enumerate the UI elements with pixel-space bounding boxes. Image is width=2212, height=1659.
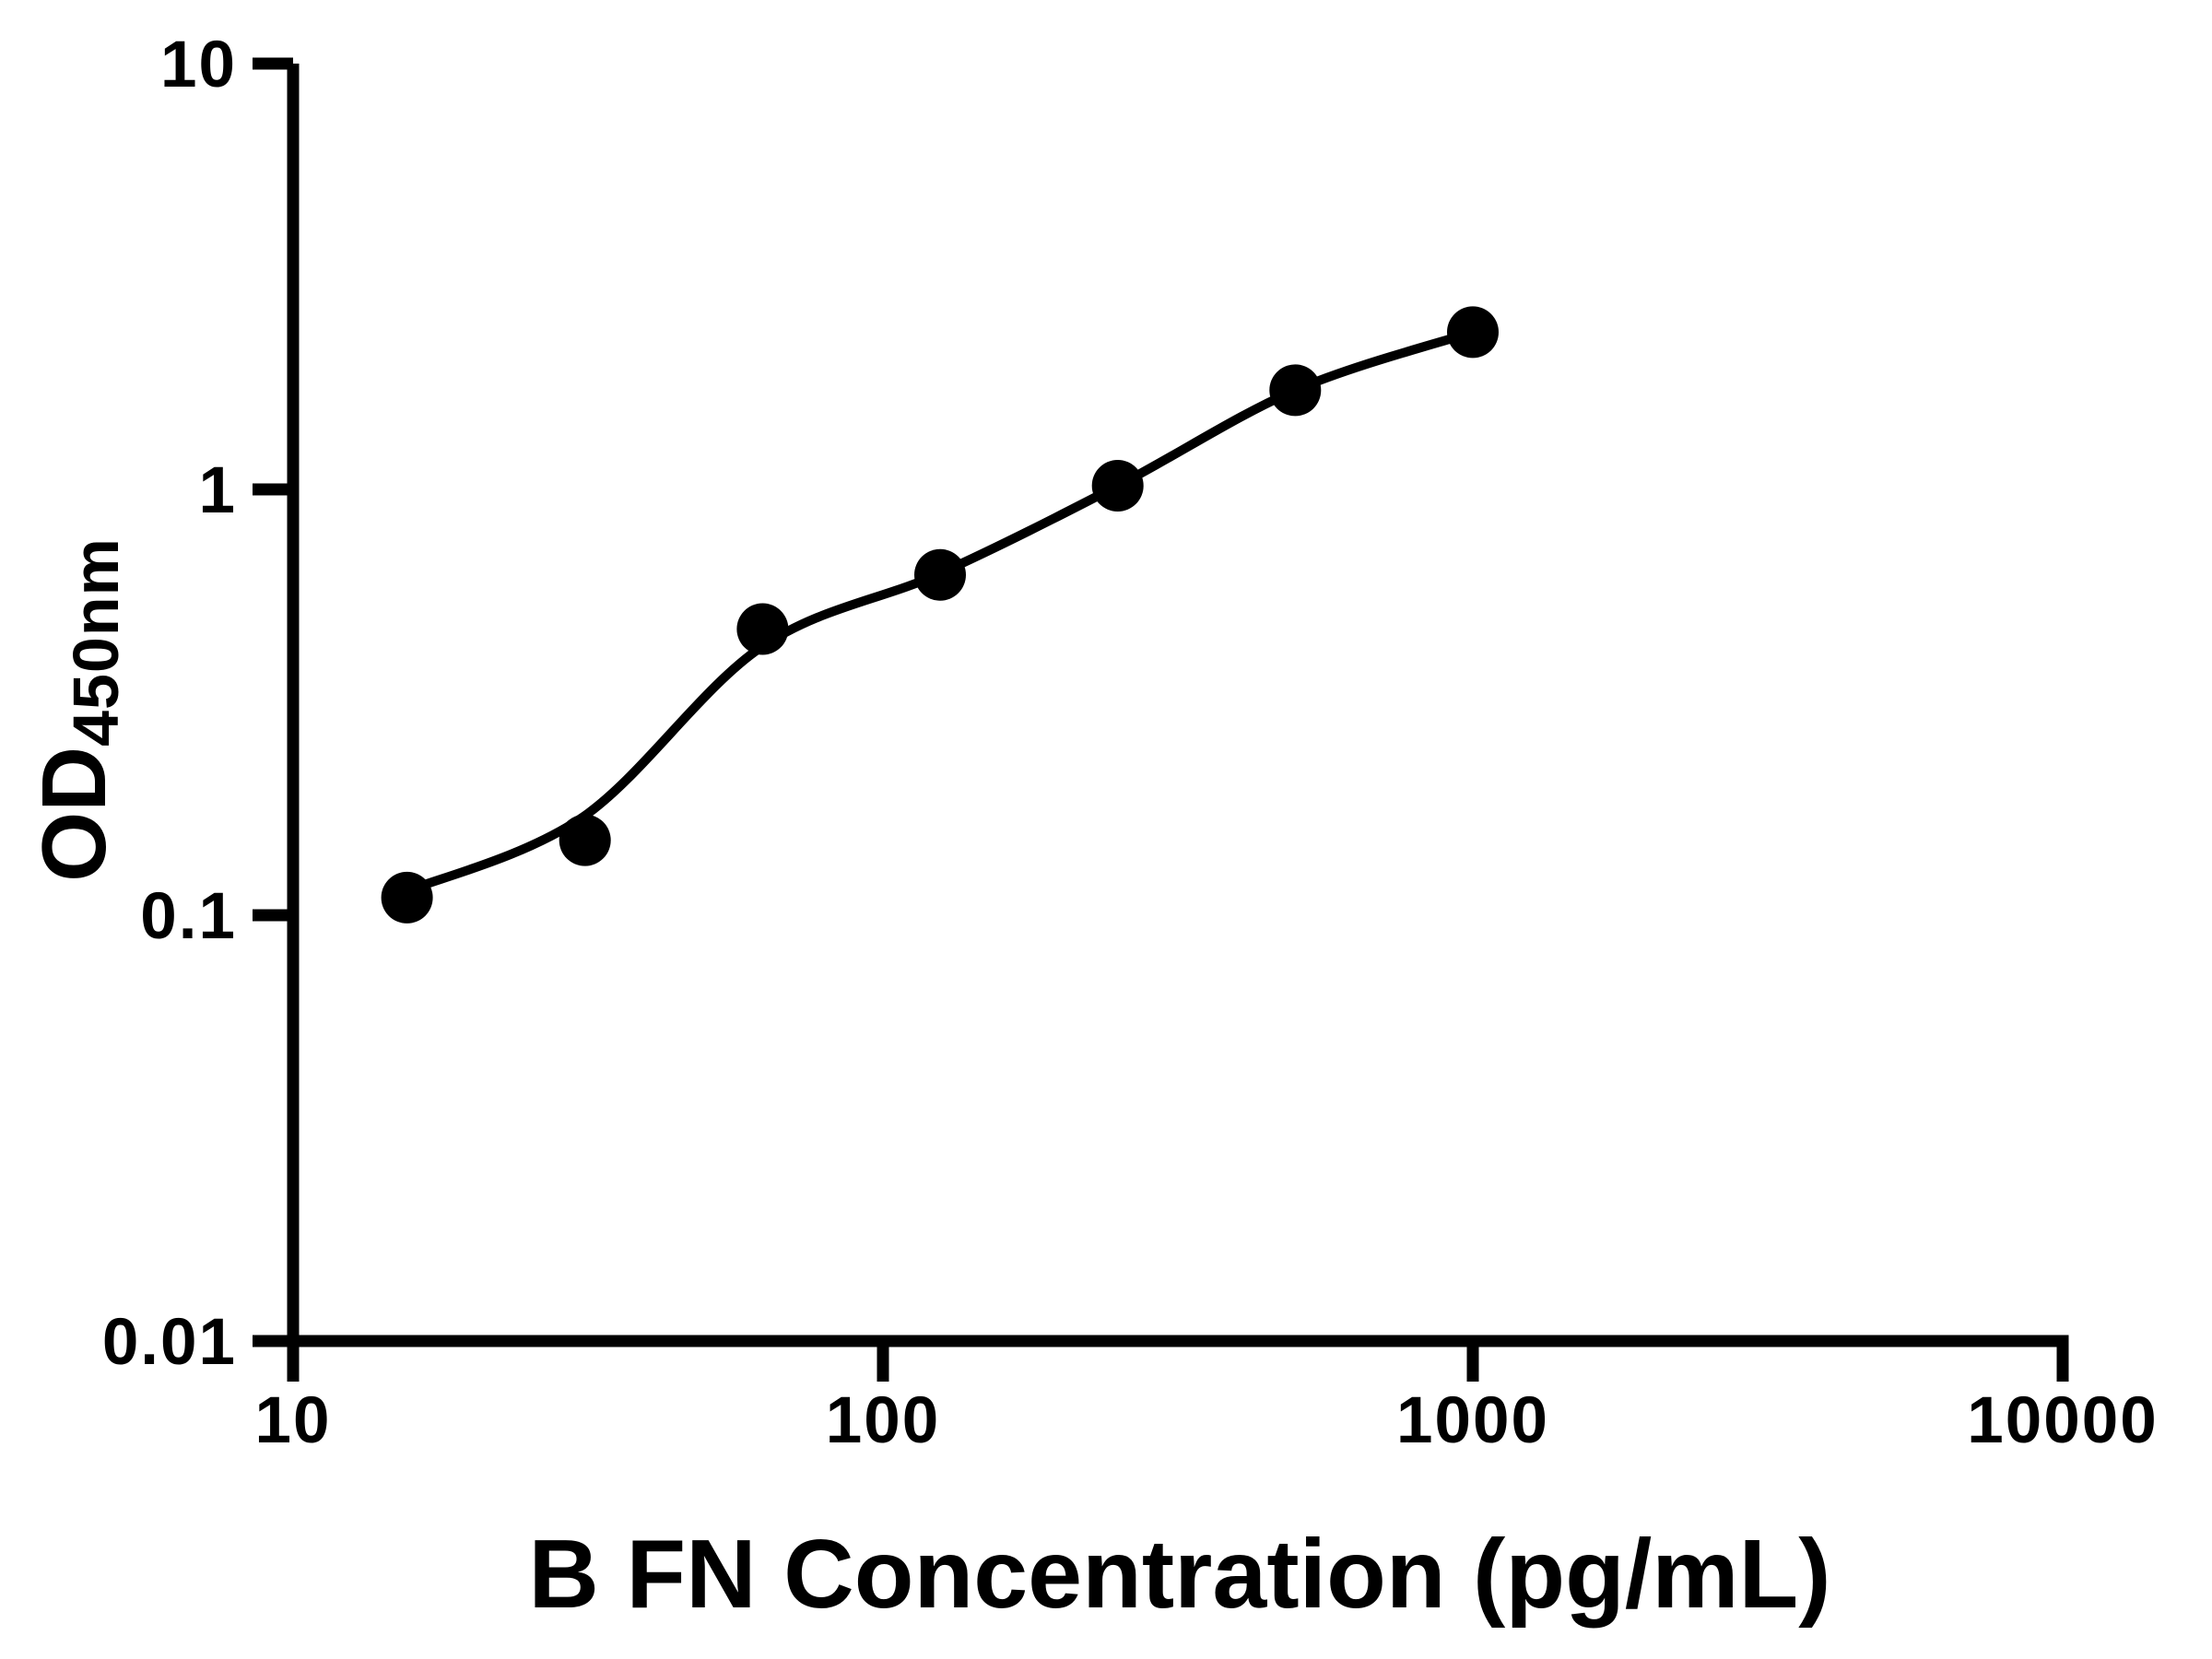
x-axis-title: B FN Concentration (pg/mL) — [528, 1520, 1831, 1629]
y-tick-label-10: 10 — [160, 29, 237, 101]
y-axis-title-subscript: 450nm — [60, 537, 132, 747]
y-axis-title-base: OD — [23, 746, 124, 882]
x-tick-label-1000: 1000 — [1396, 1384, 1549, 1457]
data-point-250 — [1091, 460, 1144, 512]
x-tick-label-10: 10 — [255, 1384, 332, 1457]
data-point-15.6 — [381, 871, 433, 924]
y-axis-title: OD450nm — [23, 537, 132, 882]
data-point-1000 — [1447, 306, 1499, 359]
x-tick-label-10000: 10000 — [1967, 1384, 2158, 1457]
data-point-62.5 — [736, 603, 789, 655]
fit-curve-line — [402, 327, 1477, 896]
data-point-125 — [914, 548, 966, 601]
data-point-500 — [1269, 364, 1322, 417]
data-point-31.25 — [559, 814, 611, 866]
y-tick-label-1: 1 — [199, 454, 238, 527]
y-tick-label-0.1: 0.1 — [140, 880, 237, 953]
axis-spine — [287, 64, 2069, 1347]
x-tick-label-100: 100 — [826, 1384, 940, 1457]
y-tick-label-0.01: 0.01 — [102, 1306, 237, 1379]
